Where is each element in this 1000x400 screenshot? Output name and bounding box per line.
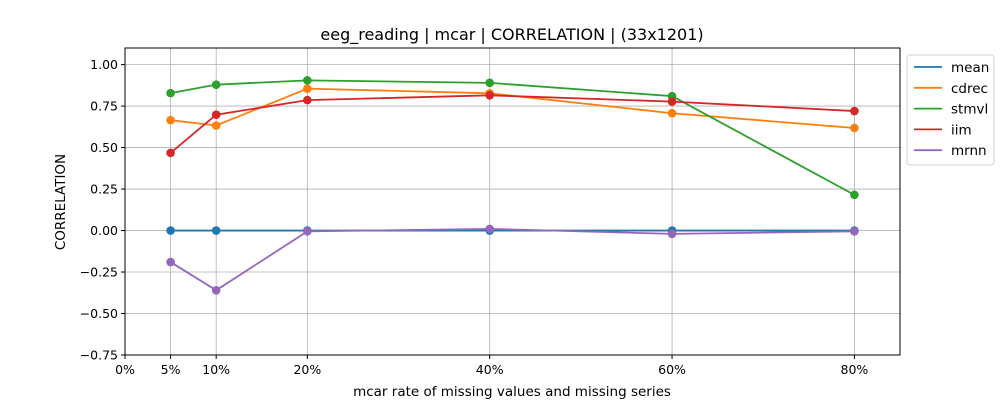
data-point-mrnn xyxy=(667,229,677,239)
series-line-iim xyxy=(170,94,855,154)
data-point-mrnn xyxy=(485,224,495,234)
y-tick-label: 1.00 xyxy=(90,57,118,72)
legend-label-mean: mean xyxy=(951,60,989,76)
y-axis-ticks: −0.75 −0.50 −0.25 0.00 0.25 0.50 0.75 1.00 xyxy=(80,57,125,363)
grid-lines xyxy=(124,48,900,356)
y-tick-label: −0.75 xyxy=(80,348,118,363)
x-tick-label: 40% xyxy=(476,362,504,377)
data-point-mrnn xyxy=(850,227,859,236)
data-point-cdrec xyxy=(667,108,677,118)
data-point-cdrec xyxy=(211,121,221,130)
data-point-stmvl xyxy=(850,190,859,200)
legend-label-cdrec: cdrec xyxy=(951,81,988,97)
series-stmvl xyxy=(166,76,859,200)
series-iim xyxy=(166,90,859,158)
x-axis-label: mcar rate of missing values and missing … xyxy=(353,384,671,400)
plot-frame xyxy=(124,47,901,356)
data-point-iim xyxy=(485,90,495,100)
chart-title: eeg_reading | mcar | CORRELATION | (33x1… xyxy=(320,25,703,45)
data-point-mrnn xyxy=(166,257,175,267)
data-point-cdrec xyxy=(850,123,859,133)
series-line-stmvl xyxy=(170,79,855,196)
series-mrnn xyxy=(166,224,859,295)
legend-label-stmvl: stmvl xyxy=(951,102,988,118)
series-line-mrnn xyxy=(170,227,855,292)
data-point-iim xyxy=(166,148,175,158)
data-point-cdrec xyxy=(166,115,175,125)
x-tick-label: 60% xyxy=(658,362,686,377)
x-tick-label: 20% xyxy=(293,362,321,377)
series-cdrec xyxy=(166,84,859,133)
data-point-stmvl xyxy=(485,78,495,88)
series-layer xyxy=(166,76,859,295)
legend-label-iim: iim xyxy=(951,122,972,138)
legend-label-mrnn: mrnn xyxy=(951,143,987,159)
data-point-iim xyxy=(667,97,677,106)
y-tick-label: −0.25 xyxy=(80,265,118,280)
data-point-iim xyxy=(303,95,312,105)
y-axis-label: CORRELATION xyxy=(53,154,69,250)
x-tick-label: 0% xyxy=(115,362,135,377)
data-point-mean xyxy=(166,226,175,235)
y-tick-label: 0.50 xyxy=(90,140,118,155)
x-tick-label: 80% xyxy=(841,362,869,377)
data-point-mrnn xyxy=(211,285,221,295)
legend-frame xyxy=(906,54,995,166)
y-tick-label: 0.00 xyxy=(90,223,118,238)
data-point-mrnn xyxy=(303,227,312,236)
legend: mean cdrec stmvl iim mrnn xyxy=(906,54,995,166)
data-point-cdrec xyxy=(303,84,312,93)
data-point-mean xyxy=(211,226,221,235)
data-point-stmvl xyxy=(303,76,312,85)
data-point-iim xyxy=(211,110,221,120)
y-tick-label: 0.25 xyxy=(90,182,118,197)
x-axis-ticks: 0% 5% 10% 20% 40% 60% 80% xyxy=(115,355,868,377)
x-tick-label: 5% xyxy=(161,362,181,377)
data-point-stmvl xyxy=(166,88,175,98)
y-tick-label: −0.50 xyxy=(80,306,118,321)
data-point-iim xyxy=(850,106,859,116)
series-line-cdrec xyxy=(170,87,855,129)
x-tick-label: 10% xyxy=(202,362,230,377)
data-point-stmvl xyxy=(211,80,221,89)
y-tick-label: 0.75 xyxy=(90,99,118,114)
